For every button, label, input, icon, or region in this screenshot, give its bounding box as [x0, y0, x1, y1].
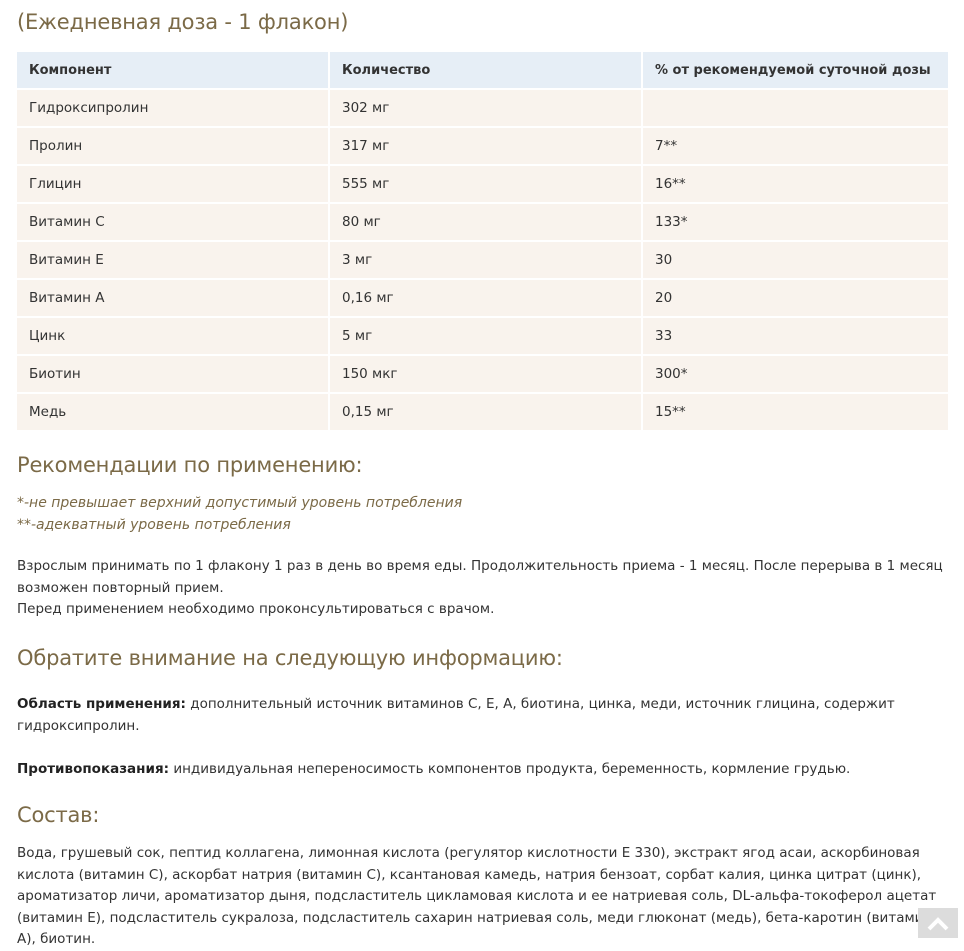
table-row: Витамин С 80 мг 133* [17, 204, 950, 242]
cell-percent: 20 [643, 280, 950, 318]
composition-text: Вода, грушевый сок, пептид коллагена, ли… [17, 845, 937, 947]
cell-component: Витамин Е [17, 242, 330, 280]
table-row: Медь 0,15 мг 15** [17, 394, 950, 432]
dose-title: (Ежедневная доза - 1 флакон) [17, 10, 349, 34]
cell-percent [643, 90, 950, 128]
cell-component: Глицин [17, 166, 330, 204]
composition-table: Компонент Количество % от рекомендуемой … [17, 52, 950, 432]
table-row: Витамин А 0,16 мг 20 [17, 280, 950, 318]
cell-amount: 150 мкг [330, 356, 643, 394]
cell-amount: 302 мг [330, 90, 643, 128]
cell-percent: 7** [643, 128, 950, 166]
contraindications-text: индивидуальная непереносимость компонент… [169, 761, 851, 777]
cell-percent: 16** [643, 166, 950, 204]
cell-percent: 30 [643, 242, 950, 280]
cell-component: Гидроксипролин [17, 90, 330, 128]
scroll-to-top-button[interactable] [918, 908, 958, 938]
usage-text: Взрослым принимать по 1 флакону 1 раз в … [17, 556, 947, 621]
table-row: Гидроксипролин 302 мг [17, 90, 950, 128]
recommendations-title: Рекомендации по применению: [17, 453, 363, 477]
cell-amount: 555 мг [330, 166, 643, 204]
scope-label: Область применения: [17, 696, 186, 712]
header-amount: Количество [330, 52, 643, 90]
footnote-1: *-не превышает верхний допустимый уровен… [17, 495, 463, 511]
cell-amount: 0,16 мг [330, 280, 643, 318]
table-row: Биотин 150 мкг 300* [17, 356, 950, 394]
contraindications-paragraph: Противопоказания: индивидуальная неперен… [17, 759, 947, 781]
usage-instructions: Взрослым принимать по 1 флакону 1 раз в … [17, 558, 943, 596]
composition-title: Состав: [17, 803, 100, 827]
cell-amount: 3 мг [330, 242, 643, 280]
table-row: Пролин 317 мг 7** [17, 128, 950, 166]
header-component: Компонент [17, 52, 330, 90]
footnotes: *-не превышает верхний допустимый уровен… [17, 492, 462, 536]
table-row: Цинк 5 мг 33 [17, 318, 950, 356]
cell-component: Биотин [17, 356, 330, 394]
cell-component: Цинк [17, 318, 330, 356]
cell-component: Пролин [17, 128, 330, 166]
cell-percent: 15** [643, 394, 950, 432]
cell-component: Витамин С [17, 204, 330, 242]
usage-consult: Перед применением необходимо проконсульт… [17, 601, 495, 617]
table-row: Глицин 555 мг 16** [17, 166, 950, 204]
cell-amount: 0,15 мг [330, 394, 643, 432]
cell-amount: 317 мг [330, 128, 643, 166]
cell-component: Медь [17, 394, 330, 432]
scope-paragraph: Область применения: дополнительный источ… [17, 694, 947, 737]
cell-amount: 5 мг [330, 318, 643, 356]
cell-percent: 33 [643, 318, 950, 356]
cell-percent: 133* [643, 204, 950, 242]
cell-amount: 80 мг [330, 204, 643, 242]
cell-percent: 300* [643, 356, 950, 394]
footnote-2: **-адекватный уровень потребления [17, 517, 291, 533]
attention-title: Обратите внимание на следующую информаци… [17, 646, 563, 670]
table-header-row: Компонент Количество % от рекомендуемой … [17, 52, 950, 90]
chevron-up-icon [927, 917, 949, 931]
scope-text: дополнительный источник витаминов С, Е, … [17, 696, 895, 734]
contraindications-label: Противопоказания: [17, 761, 170, 777]
header-percent: % от рекомендуемой суточной дозы [643, 52, 950, 90]
cell-component: Витамин А [17, 280, 330, 318]
